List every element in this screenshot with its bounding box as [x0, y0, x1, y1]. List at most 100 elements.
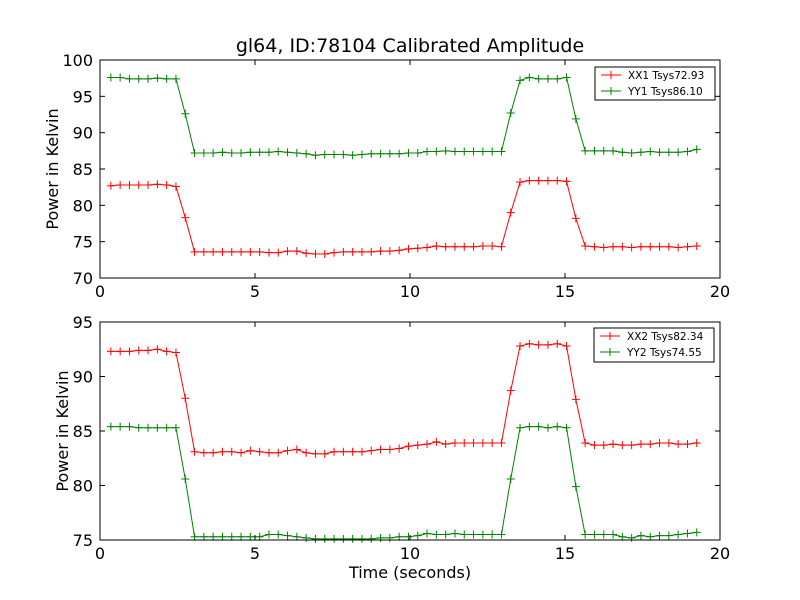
series-line-1: [110, 426, 697, 540]
data-point: [441, 242, 450, 251]
data-point: [413, 441, 422, 450]
data-point: [692, 528, 701, 537]
data-point: [116, 422, 125, 431]
data-point: [488, 438, 497, 447]
data-point: [562, 423, 571, 432]
data-point: [283, 531, 292, 540]
x-tick-label: 5: [250, 282, 260, 301]
data-point: [339, 247, 348, 256]
data-point: [209, 448, 218, 457]
data-point: [209, 532, 218, 541]
data-point: [543, 423, 552, 432]
data-point: [525, 73, 534, 82]
data-point: [237, 448, 246, 457]
data-point: [692, 438, 701, 447]
data-point: [655, 531, 664, 540]
data-point: [246, 148, 255, 157]
data-point: [395, 246, 404, 255]
data-point: [199, 532, 208, 541]
data-point: [432, 147, 441, 156]
data-point: [683, 147, 692, 156]
data-point: [646, 532, 655, 541]
data-point: [450, 438, 459, 447]
data-point: [674, 148, 683, 157]
data-point: [497, 242, 506, 251]
data-point: [283, 247, 292, 256]
data-point: [525, 176, 534, 185]
data-point: [134, 180, 143, 189]
data-point: [423, 440, 432, 449]
data-point: [218, 447, 227, 456]
data-point: [636, 440, 645, 449]
data-point: [664, 438, 673, 447]
data-point: [609, 146, 618, 155]
data-point: [450, 242, 459, 251]
data-point: [181, 109, 190, 118]
data-point: [357, 534, 366, 543]
data-point: [237, 149, 246, 158]
data-point: [413, 149, 422, 158]
data-point: [460, 147, 469, 156]
data-point: [395, 532, 404, 541]
data-point: [553, 176, 562, 185]
data-point: [209, 247, 218, 256]
x-tick-label: 15: [555, 544, 575, 563]
data-point: [106, 422, 115, 431]
x-tick-label: 0: [95, 282, 105, 301]
data-point: [181, 474, 190, 483]
data-point: [171, 348, 180, 357]
data-point: [627, 149, 636, 158]
data-point: [404, 442, 413, 451]
data-point: [609, 440, 618, 449]
data-point: [116, 73, 125, 82]
data-point: [599, 441, 608, 450]
data-point: [488, 530, 497, 539]
series-line-1: [110, 76, 697, 156]
data-point: [357, 447, 366, 456]
data-point: [674, 530, 683, 539]
series-line-0: [110, 343, 697, 455]
data-point: [460, 530, 469, 539]
data-point: [655, 438, 664, 447]
data-point: [153, 345, 162, 354]
legend-marker: [606, 332, 614, 340]
data-point: [590, 146, 599, 155]
data-point: [227, 149, 236, 158]
data-point: [227, 532, 236, 541]
data-point: [683, 440, 692, 449]
data-point: [330, 150, 339, 159]
data-point: [153, 180, 162, 189]
legend-label: YY1 Tsys86.10: [627, 86, 703, 98]
data-point: [199, 149, 208, 158]
y-tick-label: 85: [73, 422, 93, 441]
data-point: [218, 532, 227, 541]
data-point: [264, 148, 273, 157]
data-point: [162, 74, 171, 83]
data-point: [274, 147, 283, 156]
y-tick-label: 80: [73, 477, 93, 496]
data-point: [144, 423, 153, 432]
data-point: [553, 339, 562, 348]
data-point: [534, 74, 543, 83]
legend-label: XX1 Tsys72.93: [628, 70, 704, 82]
data-point: [264, 248, 273, 257]
data-point: [134, 346, 143, 355]
data-point: [339, 150, 348, 159]
data-point: [190, 447, 199, 456]
y-tick-label: 70: [73, 269, 93, 288]
data-point: [125, 74, 134, 83]
data-point: [413, 531, 422, 540]
data-point: [218, 148, 227, 157]
data-point: [339, 447, 348, 456]
data-point: [534, 422, 543, 431]
data-point: [357, 150, 366, 159]
bottom-chart: Power in Kelvin Time (seconds) 0 5 10 15 20 7…: [53, 313, 730, 582]
legend-marker: [606, 348, 614, 356]
data-point: [460, 438, 469, 447]
y-tick-label: 80: [73, 196, 93, 215]
data-point: [330, 248, 339, 257]
data-point: [153, 74, 162, 83]
data-point: [162, 423, 171, 432]
data-point: [525, 339, 534, 348]
data-point: [423, 529, 432, 538]
